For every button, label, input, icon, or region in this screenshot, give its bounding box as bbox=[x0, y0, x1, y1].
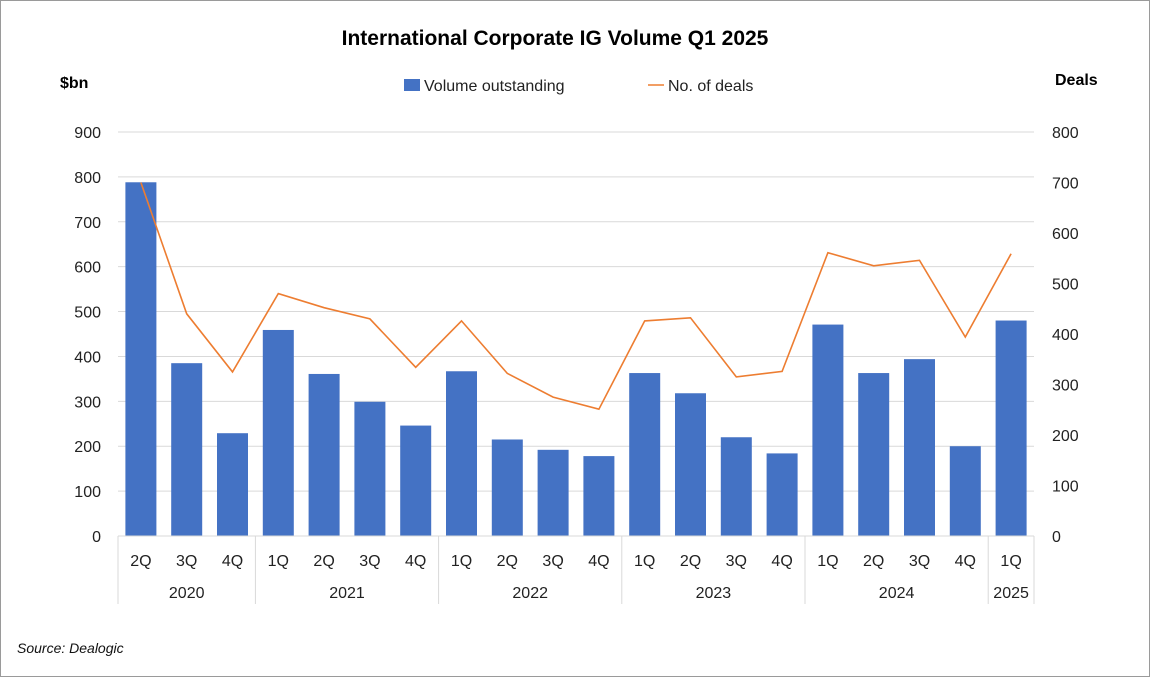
y-left-tick-label: 500 bbox=[74, 305, 101, 322]
bar-volume bbox=[629, 373, 661, 536]
x-tick-label: 1Q bbox=[1000, 553, 1021, 570]
x-group-label: 2024 bbox=[879, 585, 915, 602]
y-left-tick-label: 300 bbox=[74, 394, 101, 411]
bar-volume bbox=[675, 393, 706, 536]
x-tick-label: 4Q bbox=[222, 553, 243, 570]
bar-volume bbox=[766, 453, 798, 536]
bar-volume bbox=[400, 425, 432, 536]
x-axis: 2Q 3Q 4Q 1Q 2Q 3Q 4Q 1Q 2Q 3Q 4Q 1Q 2Q 3Q 4Q 1Q 2Q 3Q 4Q 1Q… bbox=[117, 535, 1035, 604]
bar-volume bbox=[262, 329, 294, 536]
x-tick-label: 2Q bbox=[497, 553, 518, 570]
bar-volume bbox=[583, 456, 615, 536]
bar-volume bbox=[949, 446, 981, 536]
y-right-tick-label: 200 bbox=[1052, 428, 1079, 445]
bar-volume bbox=[537, 449, 569, 536]
x-tick-label: 3Q bbox=[726, 553, 747, 570]
y-right-tick-label: 800 bbox=[1052, 125, 1079, 142]
x-group-label: 2021 bbox=[329, 585, 365, 602]
y-right-tick-label: 400 bbox=[1052, 327, 1079, 344]
x-tick-label: 3Q bbox=[176, 553, 197, 570]
y-right-tick-label: 500 bbox=[1052, 277, 1079, 294]
y-left-tick-label: 400 bbox=[74, 349, 101, 366]
bar-volume bbox=[125, 182, 157, 536]
x-group-label: 2022 bbox=[512, 585, 548, 602]
y-left-tick-label: 600 bbox=[74, 260, 101, 277]
y-left-tick-label: 900 bbox=[74, 125, 101, 142]
bar-volume bbox=[812, 324, 844, 536]
y-right-tick-label: 100 bbox=[1052, 479, 1079, 496]
right-axis-ticks: 0 100 200 300 400 500 600 700 800 bbox=[1052, 125, 1079, 546]
legend-swatch-volume bbox=[404, 79, 420, 91]
x-tick-label: 2Q bbox=[130, 553, 151, 570]
bar-volume bbox=[858, 373, 890, 536]
x-tick-label: 2Q bbox=[313, 553, 334, 570]
bar-volume bbox=[171, 363, 203, 536]
legend-label-deals: No. of deals bbox=[668, 78, 753, 95]
bar-volume bbox=[904, 359, 935, 536]
legend: Volume outstanding No. of deals bbox=[404, 78, 753, 95]
bar-volume bbox=[491, 439, 523, 536]
x-tick-label: 4Q bbox=[771, 553, 792, 570]
source-note: Source: Dealogic bbox=[17, 640, 124, 656]
bar-volume bbox=[354, 401, 386, 536]
y-right-tick-label: 300 bbox=[1052, 378, 1079, 395]
x-tick-label: 1Q bbox=[817, 553, 838, 570]
x-tick-label: 3Q bbox=[542, 553, 563, 570]
x-group-label: 2020 bbox=[169, 585, 205, 602]
chart-title: International Corporate IG Volume Q1 202… bbox=[342, 27, 769, 50]
x-tick-label: 1Q bbox=[634, 553, 655, 570]
line-deals bbox=[140, 182, 1012, 411]
x-tick-label: 4Q bbox=[405, 553, 426, 570]
x-tick-label: 4Q bbox=[588, 553, 609, 570]
bar-volume bbox=[446, 371, 477, 536]
bars bbox=[125, 182, 1027, 536]
y-left-tick-label: 100 bbox=[74, 484, 101, 501]
x-group-label: 2023 bbox=[696, 585, 732, 602]
deals-line bbox=[140, 182, 1012, 411]
x-tick-label: 3Q bbox=[909, 553, 930, 570]
x-tick-label: 1Q bbox=[451, 553, 472, 570]
gridlines bbox=[118, 131, 1034, 492]
bar-volume bbox=[217, 433, 248, 536]
x-tick-label: 3Q bbox=[359, 553, 380, 570]
x-group-label: 2025 bbox=[993, 585, 1029, 602]
left-axis-ticks: 0 100 200 300 400 500 600 700 800 900 bbox=[74, 125, 101, 546]
left-axis-unit: $bn bbox=[60, 75, 88, 92]
x-tick-label: 2Q bbox=[680, 553, 701, 570]
x-tick-label: 4Q bbox=[955, 553, 976, 570]
legend-label-volume: Volume outstanding bbox=[424, 78, 565, 95]
bar-volume bbox=[995, 320, 1027, 536]
y-right-tick-label: 600 bbox=[1052, 226, 1079, 243]
y-left-tick-label: 800 bbox=[74, 170, 101, 187]
x-tick-label: 1Q bbox=[268, 553, 289, 570]
y-left-tick-label: 700 bbox=[74, 215, 101, 232]
bar-volume bbox=[308, 373, 340, 536]
y-left-tick-label: 200 bbox=[74, 439, 101, 456]
y-left-tick-label: 0 bbox=[92, 529, 101, 546]
y-right-tick-label: 700 bbox=[1052, 176, 1079, 193]
x-tick-label: 2Q bbox=[863, 553, 884, 570]
right-axis-unit: Deals bbox=[1055, 72, 1098, 89]
y-right-tick-label: 0 bbox=[1052, 529, 1061, 546]
bar-volume bbox=[720, 437, 752, 536]
